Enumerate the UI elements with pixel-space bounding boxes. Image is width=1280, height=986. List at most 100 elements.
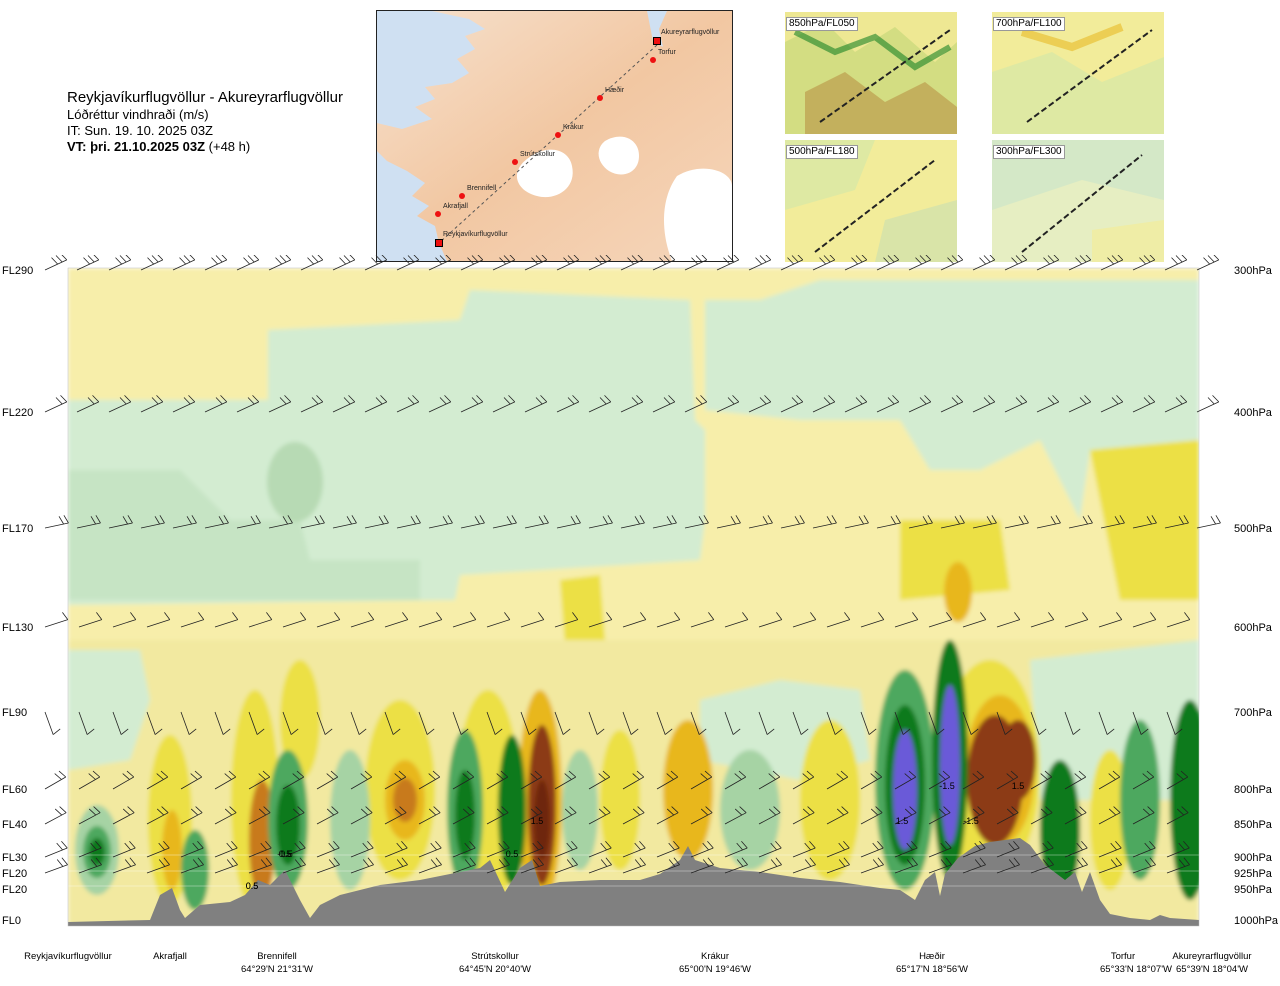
wind-barb bbox=[716, 515, 741, 529]
left-axis-label: FL40 bbox=[2, 819, 27, 831]
wind-barb bbox=[724, 840, 748, 858]
wind-barb bbox=[1166, 840, 1190, 858]
wind-barb bbox=[684, 395, 708, 413]
thumbnail-label: 300hPa/FL300 bbox=[993, 145, 1065, 159]
right-axis-label: 400hPa bbox=[1234, 407, 1273, 419]
wind-barb bbox=[962, 857, 986, 874]
wind-barb bbox=[1132, 770, 1155, 790]
wind-barb bbox=[76, 253, 100, 271]
wind-barb bbox=[656, 857, 680, 874]
wind-barb bbox=[620, 395, 644, 413]
wind-barb bbox=[282, 612, 307, 628]
wind-barb bbox=[908, 515, 933, 529]
wind-barb bbox=[724, 770, 747, 790]
wind-barb bbox=[112, 612, 137, 628]
thumbnail-850[interactable]: 850hPa/FL050 bbox=[785, 12, 957, 134]
wind-barb bbox=[1132, 857, 1156, 874]
wind-barb bbox=[1166, 806, 1189, 825]
right-axis-label: 800hPa bbox=[1234, 784, 1273, 796]
wind-barb bbox=[204, 253, 228, 271]
wind-barb bbox=[724, 806, 747, 825]
wind-barb bbox=[1036, 515, 1061, 529]
wind-barb bbox=[652, 395, 676, 413]
wind-barb bbox=[316, 857, 340, 874]
wind-barb bbox=[656, 840, 680, 858]
wind-barb bbox=[876, 395, 900, 413]
wind-barb bbox=[282, 857, 306, 874]
wind-barb bbox=[1132, 840, 1156, 858]
right-axis-label: 850hPa bbox=[1234, 819, 1273, 831]
wind-barb bbox=[1036, 253, 1060, 271]
map-point-label: Strútskollur bbox=[520, 151, 556, 158]
wind-barb bbox=[894, 612, 919, 628]
wind-barb bbox=[332, 395, 356, 413]
wind-barb bbox=[972, 515, 997, 529]
wind-barb bbox=[1036, 395, 1060, 413]
thumbnail-500[interactable]: 500hPa/FL180 bbox=[785, 140, 957, 262]
wind-barb bbox=[826, 840, 850, 858]
wind-barb bbox=[656, 806, 679, 825]
wind-barb bbox=[588, 711, 605, 735]
wind-barb bbox=[1164, 515, 1189, 529]
wind-barb bbox=[316, 806, 339, 825]
wind-barb bbox=[556, 253, 580, 271]
wind-barb bbox=[826, 770, 849, 790]
pressure-level-lines bbox=[68, 854, 1199, 887]
wind-barb bbox=[452, 857, 476, 874]
wind-barb bbox=[112, 840, 136, 858]
wind-barb bbox=[180, 711, 197, 735]
wind-barb bbox=[1004, 395, 1028, 413]
wind-barb bbox=[620, 253, 644, 271]
wind-barb bbox=[492, 515, 517, 529]
wind-barb bbox=[248, 612, 273, 628]
thumbnail-700[interactable]: 700hPa/FL100 bbox=[992, 12, 1164, 134]
wind-barb bbox=[350, 806, 373, 825]
wind-barb bbox=[236, 515, 261, 529]
wind-barb bbox=[524, 253, 548, 271]
wind-barb bbox=[180, 770, 203, 790]
wind-barb bbox=[350, 840, 374, 858]
left-axis-label: FL60 bbox=[2, 784, 27, 796]
route-map bbox=[376, 10, 733, 262]
wind-barb bbox=[996, 806, 1019, 825]
wind-barb bbox=[928, 612, 953, 628]
wind-barb bbox=[860, 612, 885, 628]
wind-barb bbox=[1166, 711, 1183, 735]
contour-label: 0.5 bbox=[246, 881, 259, 891]
map-point-marker bbox=[650, 57, 656, 63]
wind-barb bbox=[44, 253, 68, 271]
wind-barb bbox=[332, 253, 356, 271]
wind-barb bbox=[180, 857, 204, 874]
thumbnail-label: 850hPa/FL050 bbox=[786, 17, 858, 31]
wind-barb bbox=[1030, 806, 1053, 825]
thumbnail-300[interactable]: 300hPa/FL300 bbox=[992, 140, 1164, 262]
wind-barb bbox=[44, 857, 68, 874]
wind-barb bbox=[418, 612, 443, 628]
wind-barb bbox=[520, 711, 537, 735]
wind-barb bbox=[860, 840, 884, 858]
wind-barb bbox=[146, 840, 170, 858]
wind-barb bbox=[588, 395, 612, 413]
wind-barb bbox=[78, 711, 95, 735]
wind-barb bbox=[724, 612, 749, 628]
wind-barb bbox=[316, 612, 341, 628]
wind-barb bbox=[792, 806, 815, 825]
wind-barb bbox=[44, 711, 61, 735]
wind-barb bbox=[996, 612, 1021, 628]
wind-barb bbox=[108, 395, 132, 413]
right-axis-label: 925hPa bbox=[1234, 868, 1273, 880]
wind-barb bbox=[78, 840, 102, 858]
wind-barbs bbox=[44, 253, 1221, 874]
wind-barb bbox=[214, 857, 238, 874]
map-point-label: Hæðir bbox=[605, 87, 625, 94]
wind-barb bbox=[792, 857, 816, 874]
wind-barb bbox=[588, 515, 613, 529]
wind-barb bbox=[844, 395, 868, 413]
wind-barb bbox=[282, 711, 299, 735]
wind-barb bbox=[350, 711, 367, 735]
wind-barb bbox=[248, 857, 272, 874]
thumbnail-label: 700hPa/FL100 bbox=[993, 17, 1065, 31]
wind-barb bbox=[282, 840, 306, 858]
wind-barb bbox=[214, 806, 237, 825]
wind-barb bbox=[928, 806, 951, 825]
